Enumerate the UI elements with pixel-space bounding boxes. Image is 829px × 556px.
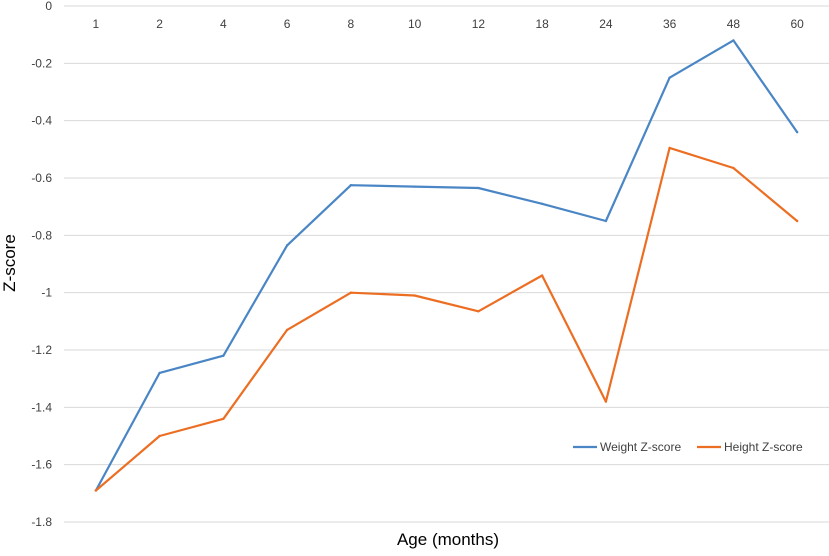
y-tick-label: -1.2 — [31, 343, 52, 357]
x-tick-label: 1 — [93, 17, 100, 31]
y-tick-label: -0.4 — [31, 114, 52, 128]
data-point — [668, 146, 671, 150]
data-point — [285, 328, 289, 332]
y-tick-label: -1.8 — [31, 515, 52, 529]
data-point — [222, 417, 225, 420]
data-point — [94, 489, 98, 492]
x-tick-label: 18 — [535, 17, 549, 31]
data-point — [413, 294, 416, 297]
x-tick-label: 24 — [599, 17, 613, 31]
y-tick-label: -0.2 — [31, 56, 52, 70]
data-point — [285, 244, 289, 247]
data-point — [477, 186, 480, 190]
y-axis-title: Z-score — [0, 234, 19, 292]
data-point — [540, 274, 544, 277]
y-tick-label: -0.8 — [31, 228, 52, 242]
y-tick-label: -1.4 — [31, 400, 52, 414]
data-point — [349, 183, 353, 187]
x-tick-label: 2 — [156, 17, 163, 31]
data-point — [795, 130, 799, 134]
data-point — [158, 434, 161, 438]
x-tick-label: 6 — [284, 17, 291, 31]
data-point — [413, 185, 416, 188]
legend-label: Height Z-score — [724, 440, 803, 454]
data-point — [222, 354, 225, 357]
y-tick-label: 0 — [45, 0, 52, 13]
x-tick-label: 12 — [472, 17, 486, 31]
data-point — [477, 310, 480, 313]
series-lines — [94, 39, 799, 492]
y-tick-label: -1 — [41, 286, 52, 300]
data-point — [732, 166, 735, 170]
data-point — [732, 39, 735, 42]
y-axis-ticks: 0 -0.2 -0.4 -0.6 -0.8 -1 -1.2 -1.4 -1.6 -1.8 — [31, 0, 52, 529]
gridlines — [64, 5, 829, 523]
data-point — [349, 291, 353, 294]
data-point — [604, 400, 608, 403]
y-tick-label: -1.6 — [31, 458, 52, 472]
x-tick-label: 10 — [408, 17, 422, 31]
x-tick-label: 8 — [348, 17, 355, 31]
legend-label: Weight Z-score — [600, 440, 681, 454]
x-axis-ticks: 1 2 4 6 8 10 12 18 24 36 48 60 — [93, 17, 805, 31]
x-tick-label: 36 — [663, 17, 677, 31]
data-point — [604, 219, 608, 223]
data-point — [668, 76, 671, 79]
y-tick-label: -0.6 — [31, 171, 52, 185]
series-line-weight — [94, 39, 799, 492]
legend: Weight Z-score Height Z-score — [573, 440, 803, 454]
data-point — [540, 202, 544, 205]
data-point — [795, 219, 799, 223]
x-tick-label: 60 — [790, 17, 804, 31]
x-axis-title: Age (months) — [397, 530, 499, 549]
series-line-height — [94, 146, 799, 492]
x-tick-label: 48 — [727, 17, 741, 31]
data-point — [158, 371, 161, 375]
x-tick-label: 4 — [220, 17, 227, 31]
